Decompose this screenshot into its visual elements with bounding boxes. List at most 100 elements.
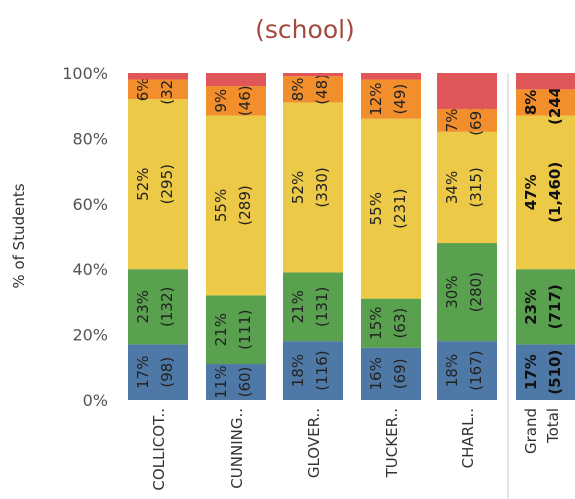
category-label: CUNNING.. (228, 408, 246, 489)
segment-count-label: (116) (313, 350, 331, 390)
bar-segment (283, 272, 343, 342)
segment-percent-label: 52% (134, 168, 152, 201)
y-tick-label: 40% (72, 260, 108, 279)
bar-segment (283, 76, 343, 103)
bar-segment (516, 89, 575, 116)
bar-segment (361, 73, 421, 80)
y-tick-label: 100% (62, 64, 108, 83)
grand-total-label: Total (544, 408, 562, 444)
segment-percent-label: 52% (289, 171, 307, 204)
y-axis-label: % of Students (10, 183, 28, 288)
segment-count-label: (131) (313, 287, 331, 327)
bar-segment (128, 79, 188, 100)
segment-count-label: (98) (158, 357, 176, 388)
segment-percent-label: 55% (367, 192, 385, 225)
y-tick-label: 20% (72, 326, 108, 345)
segment-percent-label: 8% (522, 90, 540, 115)
segment-count-label: (289) (236, 185, 254, 225)
bars-group: 17% (98) 23% (132) 52% (295) 6% (32) 11% (60) 21% (… (128, 73, 575, 499)
segment-percent-label: 47% (522, 174, 540, 210)
stacked-bar: 18% (167) 30% (280) 34% (315) 7% (69) (437, 73, 497, 400)
segment-count-label: (111) (236, 310, 254, 350)
segment-percent-label: 12% (367, 82, 385, 115)
segment-count-label: (510) (546, 350, 564, 395)
category-labels: COLLICOT.. CUNNING.. GLOVER.. TUCKER.. CHARL… (150, 408, 562, 491)
stacked-bar: 16% (69) 15% (63) 55% (231) 12% (49) (361, 73, 421, 400)
segment-count-label: (63) (391, 308, 409, 339)
segment-percent-label: 55% (212, 189, 230, 222)
segment-count-label: (315) (467, 167, 485, 207)
bar-segment (361, 298, 421, 348)
segment-count-label: (132) (158, 287, 176, 327)
bar-segment (128, 99, 188, 270)
segment-count-label: (330) (313, 167, 331, 207)
segment-percent-label: 8% (289, 77, 307, 101)
bar-segment (128, 269, 188, 345)
segment-percent-label: 9% (212, 89, 230, 113)
stacked-bar: 11% (60) 21% (111) 55% (289) 9% (46) (206, 73, 266, 400)
segment-percent-label: 16% (367, 357, 385, 390)
category-label: COLLICOT.. (150, 408, 168, 491)
stacked-bar: 17% (98) 23% (132) 52% (295) 6% (32) (128, 73, 188, 400)
segment-count-label: (32) (158, 74, 176, 105)
segment-count-label: (717) (546, 284, 564, 329)
stacked-bar: 17% (510) 23% (717) 47% (1,460) 8% (244) (516, 73, 575, 400)
bar-segment (283, 102, 343, 273)
segment-count-label: (167) (467, 350, 485, 390)
segment-percent-label: 34% (443, 171, 461, 204)
category-label: GLOVER.. (305, 408, 323, 478)
segment-percent-label: 17% (522, 354, 540, 390)
segment-count-label: (280) (467, 272, 485, 312)
bar-segment (516, 73, 575, 90)
bar-segment (206, 86, 266, 116)
bar-segment (516, 344, 575, 400)
segment-percent-label: 15% (367, 306, 385, 339)
segment-count-label: (231) (391, 189, 409, 229)
segment-count-label: (46) (236, 85, 254, 116)
bar-segment (361, 118, 421, 299)
segment-count-label: (69) (391, 358, 409, 389)
stacked-bar: 18% (116) 21% (131) 52% (330) 8% (48) (283, 73, 343, 400)
segment-percent-label: 30% (443, 275, 461, 308)
bar-segment (361, 79, 421, 119)
y-tick-label: 0% (83, 391, 108, 410)
segment-percent-label: 11% (212, 365, 230, 398)
bar-segment (516, 269, 575, 345)
bar-segment (437, 108, 497, 132)
segment-percent-label: 23% (134, 290, 152, 323)
segment-count-label: (60) (236, 367, 254, 398)
bar-segment (206, 295, 266, 365)
y-tick-label: 80% (72, 129, 108, 148)
segment-count-label: (49) (391, 84, 409, 115)
y-axis: 0% 20% 40% 60% 80% 100% % of Students (10, 64, 108, 410)
segment-percent-label: 7% (443, 109, 461, 133)
segment-percent-label: 17% (134, 356, 152, 389)
segment-percent-label: 23% (522, 289, 540, 325)
segment-count-label: (244) (546, 80, 564, 125)
bar-segment (283, 341, 343, 400)
bar-segment (361, 347, 421, 400)
segment-count-label: (295) (158, 164, 176, 204)
bar-segment (206, 115, 266, 296)
bar-segment (437, 131, 497, 244)
bar-segment (206, 364, 266, 400)
bar-segment (283, 73, 343, 77)
segment-percent-label: 6% (134, 77, 152, 101)
segment-count-label: (1,460) (546, 162, 564, 223)
category-label: TUCKER.. (383, 408, 401, 478)
chart-title: (school) (255, 15, 355, 44)
y-tick-label: 60% (72, 195, 108, 214)
segment-percent-label: 21% (289, 290, 307, 323)
bar-segment (128, 344, 188, 400)
bar-segment (516, 115, 575, 270)
bar-segment (206, 73, 266, 87)
segment-percent-label: 18% (289, 354, 307, 387)
segment-count-label: (48) (313, 74, 331, 105)
segment-percent-label: 21% (212, 313, 230, 346)
category-label: CHARL.. (459, 408, 477, 468)
segment-count-label: (69) (467, 105, 485, 136)
segment-percent-label: 18% (443, 354, 461, 387)
bar-segment (437, 243, 497, 342)
bar-segment (437, 341, 497, 400)
